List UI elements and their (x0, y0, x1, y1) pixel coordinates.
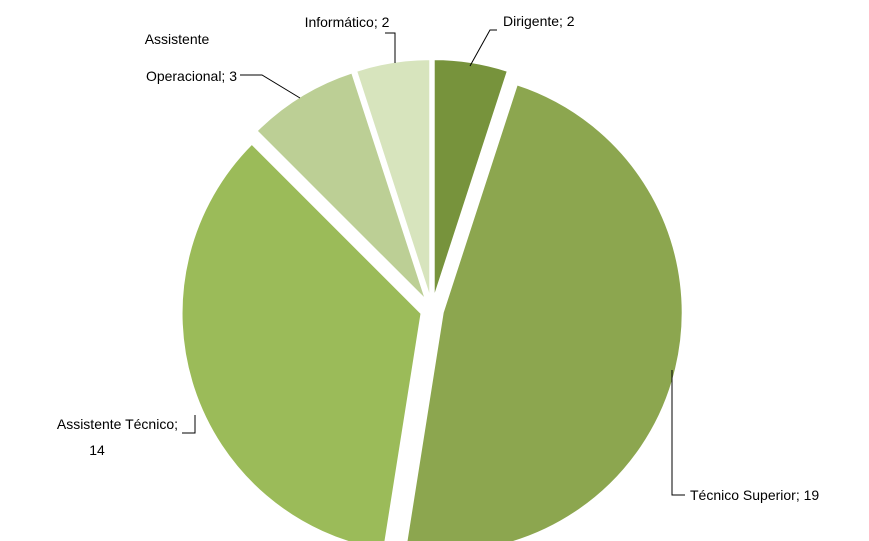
data-label: Informático; 2 (305, 14, 390, 30)
data-label: Operacional; 3 (146, 68, 237, 84)
data-label: Técnico Superior; 19 (690, 487, 819, 503)
data-label: Assistente Técnico; (57, 416, 178, 432)
leader-line (469, 29, 497, 67)
leader-line (240, 74, 301, 99)
pie-slice (255, 71, 428, 302)
data-label: Dirigente; 2 (503, 13, 575, 29)
pie-slice (432, 58, 510, 300)
leader-line (671, 370, 685, 496)
leader-line (385, 32, 396, 63)
pie-slice (405, 83, 684, 541)
pie-slice (180, 142, 423, 541)
pie-slice (354, 58, 432, 300)
data-label: Assistente (145, 31, 210, 47)
data-label: 14 (89, 442, 105, 458)
leader-line (182, 415, 196, 434)
